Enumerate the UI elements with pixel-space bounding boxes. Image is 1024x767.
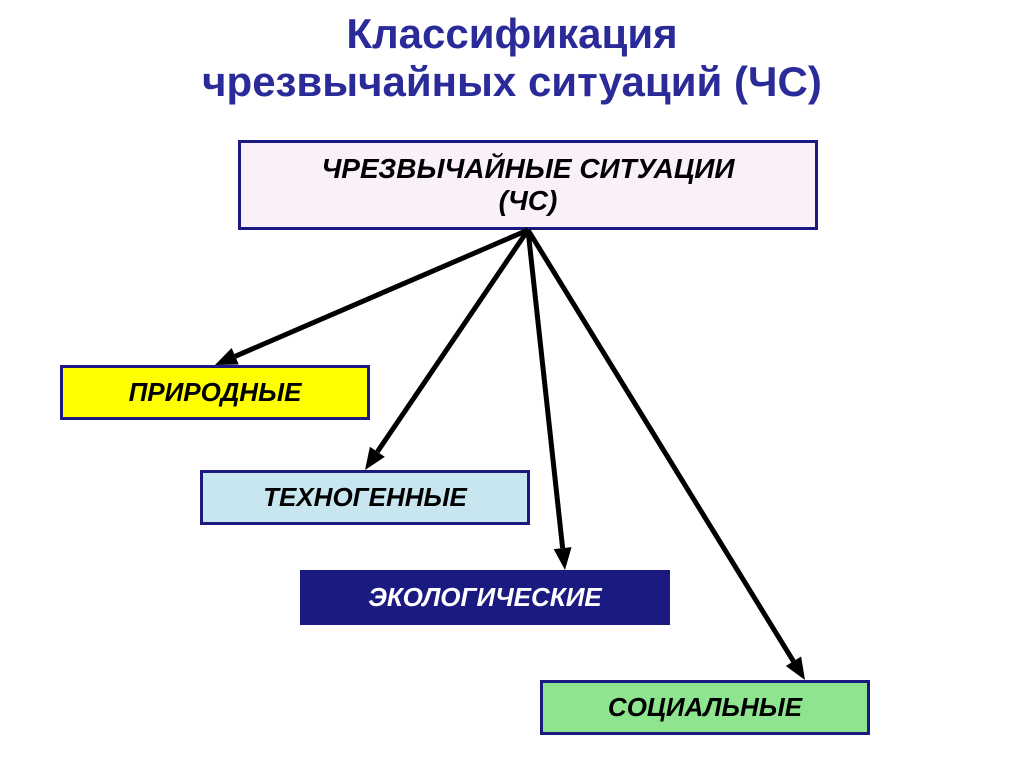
leaf-box-label: ЭКОЛОГИЧЕСКИЕ [368, 583, 602, 613]
arrow-line-0 [235, 230, 528, 356]
arrow-head-1 [365, 447, 385, 470]
leaf-box-natural: ПРИРОДНЫЕ [60, 365, 370, 420]
arrow-head-3 [786, 657, 805, 680]
arrow-head-0 [215, 348, 239, 365]
leaf-box-social: СОЦИАЛЬНЫЕ [540, 680, 870, 735]
arrow-head-2 [554, 547, 572, 570]
arrow-line-2 [528, 230, 563, 548]
root-box-label: ЧРЕЗВЫЧАЙНЫЕ СИТУАЦИИ (ЧС) [321, 153, 734, 217]
leaf-box-label: СОЦИАЛЬНЫЕ [608, 693, 802, 723]
leaf-box-eco: ЭКОЛОГИЧЕСКИЕ [300, 570, 670, 625]
leaf-box-label: ТЕХНОГЕННЫЕ [263, 483, 467, 513]
leaf-box-label: ПРИРОДНЫЕ [129, 378, 302, 408]
diagram-title: Классификация чрезвычайных ситуаций (ЧС) [0, 10, 1024, 107]
leaf-box-techno: ТЕХНОГЕННЫЕ [200, 470, 530, 525]
diagram-stage: Классификация чрезвычайных ситуаций (ЧС)… [0, 0, 1024, 767]
arrow-line-1 [377, 230, 528, 452]
root-box: ЧРЕЗВЫЧАЙНЫЕ СИТУАЦИИ (ЧС) [238, 140, 818, 230]
